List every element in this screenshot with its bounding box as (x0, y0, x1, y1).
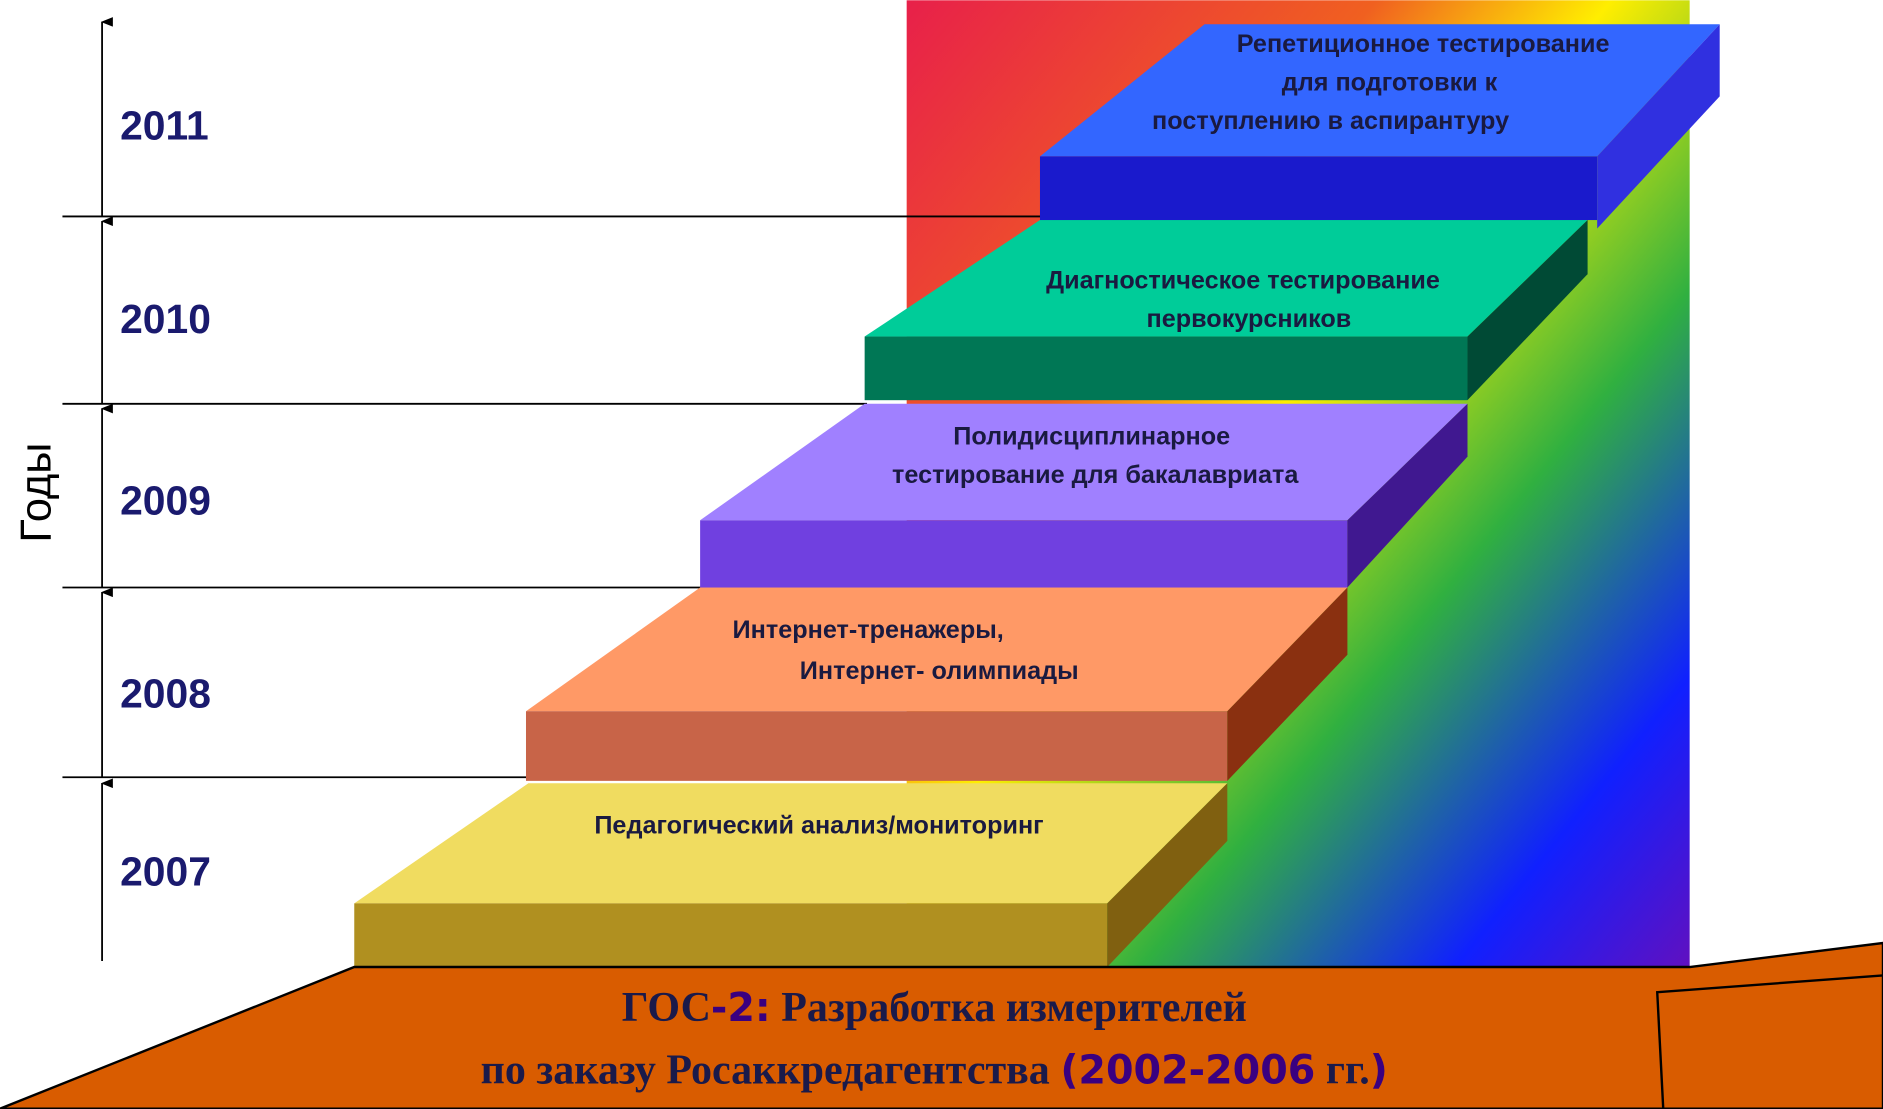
year: 2007 (120, 848, 211, 894)
text-line: Педагогический анализ/мониторинг (594, 812, 1043, 840)
text-line: Интернет- олимпиады (800, 657, 1079, 685)
year: 2011 (120, 103, 209, 149)
text-line: Разработка измерителей (771, 985, 1247, 1031)
page: {"axis_label": "Годы", "years": ["2011",… (0, 0, 1883, 1109)
text-line: ГОС (622, 985, 711, 1031)
text-line: (2002-2006 (1060, 1047, 1315, 1093)
axis-label: Годы (12, 443, 60, 543)
base-text: по заказу Росаккредагентства (2002-2006 … (481, 1047, 1388, 1093)
text-line: Полидисциплинарное (953, 423, 1230, 451)
text-line: Интернет-тренажеры, (733, 616, 1004, 644)
base-text: ГОС-2: Разработка измерителей (622, 985, 1247, 1031)
text-line: Диагностическое тестирование (1046, 267, 1440, 295)
text-line: по заказу Росаккредагентства (481, 1047, 1061, 1093)
text-line: гг. (1315, 1047, 1369, 1093)
year: 2008 (120, 671, 211, 717)
diagram: Годы 2011 2010 2009 2008 2007 Репетицион… (0, 0, 1883, 1109)
text-line: для подготовки к (1282, 68, 1498, 96)
text-line: поступлению в аспирантуру (1152, 107, 1509, 135)
text-line: -2: (711, 985, 771, 1031)
text-line: первокурсников (1147, 305, 1352, 333)
text-line: тестирование для бакалавриата (892, 461, 1299, 489)
step-label: Педагогический анализ/мониторинг (594, 812, 1043, 840)
year: 2009 (120, 477, 211, 523)
text-line: Репетиционное тестирование (1237, 30, 1610, 58)
year: 2010 (120, 296, 211, 342)
text-line: ) (1370, 1047, 1388, 1093)
